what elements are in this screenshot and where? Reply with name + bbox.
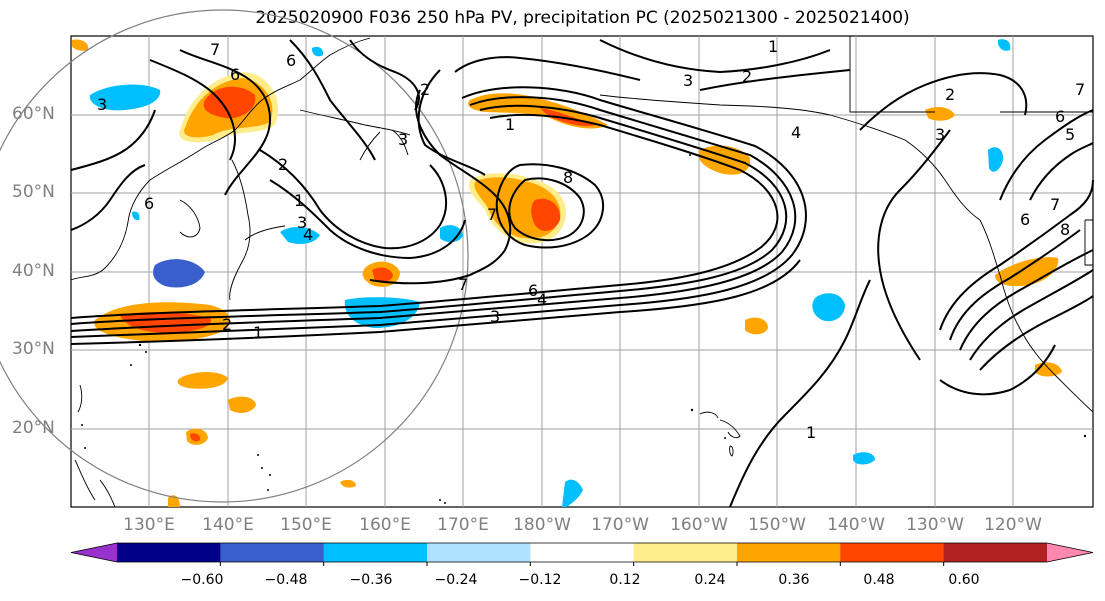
contour-labels: 1 2 3 4 6 7 1 8 7 2 1 3 4 6 7 6 3 6 2 3 …: [97, 37, 1085, 442]
contour-label: 3: [490, 307, 500, 326]
lon-label: 150°W: [748, 515, 806, 535]
lat-label-60n: 60°N: [12, 104, 55, 124]
contour-label: 5: [1065, 125, 1075, 144]
colorbar-segment: [943, 543, 1048, 562]
lon-label: 180°W: [513, 515, 571, 535]
contour-label: 4: [303, 225, 313, 244]
contour-label: 4: [791, 123, 801, 142]
colorbar-extend-low: [71, 543, 117, 562]
contour-label: 8: [563, 168, 573, 187]
colorbar-tick-label: −0.24: [434, 572, 478, 588]
contour-label: 2: [222, 315, 232, 334]
gridlines: [71, 36, 1093, 507]
colorbar-tick-label: −0.48: [264, 572, 308, 588]
colorbar-tick-label: 0.24: [694, 572, 726, 588]
colorbar-tick-label: 0.60: [948, 572, 980, 588]
colorbar-segment: [323, 543, 428, 562]
contour-label: 6: [1020, 210, 1030, 229]
contour-label: 2: [278, 155, 288, 174]
contour-label: 3: [297, 213, 307, 232]
radius-circle: [0, 9, 469, 503]
contour-label: 3: [683, 71, 693, 90]
contour-label: 7: [1075, 80, 1085, 99]
contour-label: 3: [398, 130, 408, 149]
contour-label: 6: [230, 65, 240, 84]
lon-label: 150°E: [280, 515, 332, 535]
colorbar: [70, 542, 1094, 566]
colorbar-tick-label: 0.48: [863, 572, 895, 588]
contour-label: 1: [806, 423, 816, 442]
lon-label: 160°W: [670, 515, 728, 535]
colorbar-segment: [117, 543, 221, 562]
colorbar-segment: [633, 543, 738, 562]
contour-label: 1: [294, 191, 304, 210]
contour-label: 6: [528, 281, 538, 300]
contour-label: 1: [768, 37, 778, 56]
contour-label: 3: [97, 95, 107, 114]
colorbar-tick-label: −0.36: [349, 572, 393, 588]
colorbar-extend-high: [1047, 543, 1093, 562]
colorbar-tick-label: −0.60: [180, 572, 224, 588]
colorbar-tick-label: −0.12: [518, 572, 562, 588]
contour-label: 7: [210, 40, 220, 59]
colorbar-segment: [427, 543, 531, 562]
contour-label: 7: [458, 275, 468, 294]
lon-label: 140°E: [202, 515, 254, 535]
contour-label: 2: [945, 85, 955, 104]
lon-label: 130°W: [906, 515, 964, 535]
contour-label: 7: [1050, 195, 1060, 214]
map-title: 2025020900 F036 250 hPa PV, precipitatio…: [255, 8, 910, 28]
lon-label: 130°E: [123, 515, 175, 535]
contour-label: 3: [935, 125, 945, 144]
pv-contours: [70, 39, 1094, 508]
lon-label: 120°W: [984, 515, 1042, 535]
lon-label: 170°W: [591, 515, 649, 535]
colorbar-segment: [737, 543, 841, 562]
colorbar-outline: [70, 542, 1094, 563]
lat-label-50n: 50°N: [12, 182, 55, 202]
contour-label: 1: [253, 323, 263, 342]
colorbar-segment: [220, 543, 325, 562]
contour-label: 8: [1060, 220, 1070, 239]
island-dots: [81, 154, 1087, 504]
contour-label: 7: [487, 205, 497, 224]
lon-label: 170°E: [437, 515, 489, 535]
colorbar-tick-label: 0.36: [778, 572, 810, 588]
contour-label: 6: [144, 194, 154, 213]
contour-label: 2: [420, 80, 430, 99]
colorbar-segment: [840, 543, 945, 562]
contour-label: 4: [537, 290, 547, 309]
lat-label-40n: 40°N: [12, 261, 55, 281]
contour-label: 6: [1055, 107, 1065, 126]
coastlines: [70, 36, 1094, 508]
contour-label: 6: [286, 51, 296, 70]
contour-label: 2: [742, 67, 752, 86]
colorbar-tick-label: 0.12: [609, 572, 641, 588]
lat-label-20n: 20°N: [12, 418, 55, 438]
lon-label: 140°W: [827, 515, 885, 535]
contour-label: 1: [505, 115, 515, 134]
lon-label: 160°E: [359, 515, 411, 535]
lat-label-30n: 30°N: [12, 339, 55, 359]
colorbar-segment: [530, 543, 635, 562]
